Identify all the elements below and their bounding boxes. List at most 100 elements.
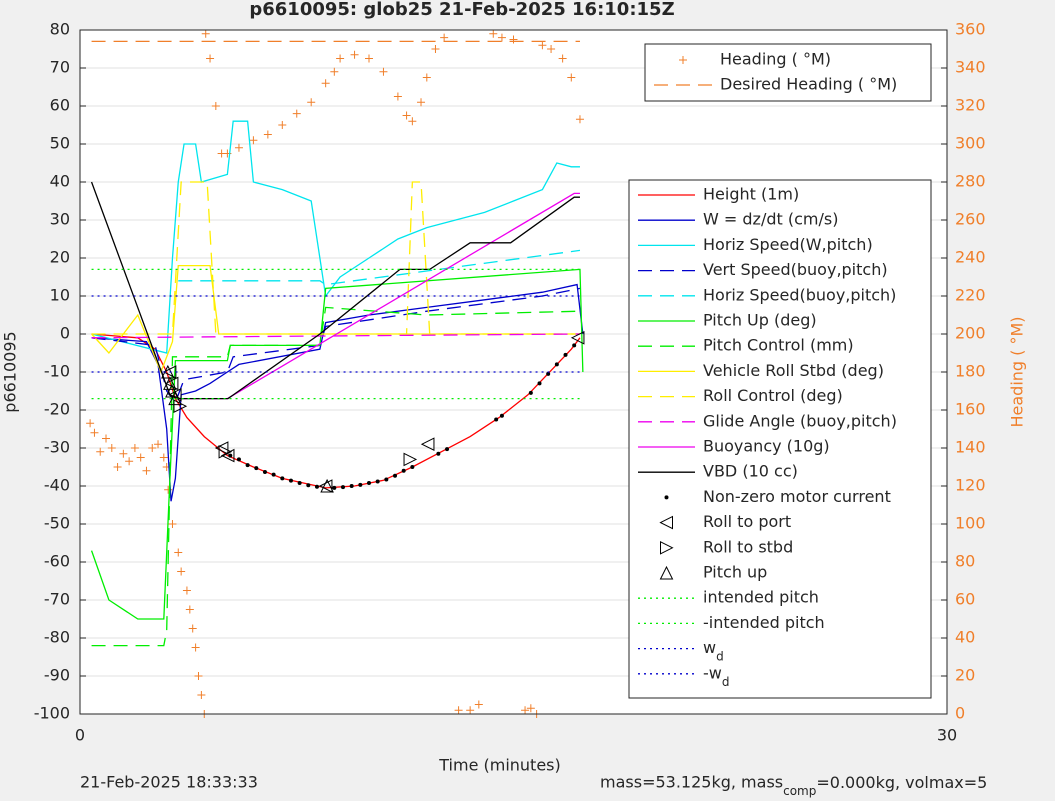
legend-label: intended pitch [703,588,819,607]
series-marker [86,419,95,428]
series-marker [489,29,498,38]
series-marker [537,381,542,386]
legend-label: Horiz Speed(W,pitch) [703,235,873,254]
legend-main [628,179,932,699]
series-marker [307,98,316,107]
y2-tick-label: 140 [955,438,986,457]
legend-label: Roll Control (deg) [703,386,843,405]
legend-label: Pitch up [703,563,767,582]
y2-tick-label: 360 [955,20,986,39]
series-marker [245,463,250,468]
y2-tick-label: 240 [955,248,986,267]
series-marker [367,480,371,485]
series-marker [358,482,363,487]
x-axis-label: Time (minutes) [438,756,561,775]
legend-label: Pitch Control (mm) [703,336,854,355]
series-marker [234,143,243,152]
series-marker [130,444,139,452]
series-marker [546,371,551,376]
y-tick-label: -20 [44,400,70,419]
series-marker [136,453,145,462]
legend-label: VBD (10 cc) [703,462,798,481]
y2-tick-label: 80 [955,552,975,571]
series-marker [107,444,116,452]
series-marker [119,449,128,458]
series-marker [572,343,577,348]
legend-marker [664,495,669,500]
y2-tick-label: 200 [955,324,986,343]
series-marker [218,444,233,459]
y-tick-label: 20 [50,248,70,267]
series-marker [567,73,576,82]
series-marker [188,624,197,633]
series-marker [201,29,210,38]
series-marker [90,428,99,437]
series-marker [159,453,168,462]
series-marker [278,121,287,129]
legend-label: Desired Heading ( °M) [720,75,897,94]
series-marker [570,330,585,345]
series-marker [332,485,337,490]
y2-tick-label: 300 [955,134,986,153]
series-marker [320,478,334,493]
series-marker [420,437,435,452]
series-marker [211,102,220,110]
series-marker [336,54,345,63]
y-tick-label: -70 [44,590,70,609]
y2-tick-label: 320 [955,96,986,115]
series-line [91,120,580,354]
legend-label: Pitch Up (deg) [703,311,817,330]
series-marker [365,54,373,63]
series-marker [384,477,389,482]
footer-right: mass=53.125kg, masscomp=0.000kg, volmax=… [600,773,987,798]
series-marker [558,54,567,63]
legend-label: Vert Speed(buoy,pitch) [703,260,888,279]
x-tick-label: 0 [75,726,85,745]
y-tick-label: -30 [44,438,70,457]
series-line [90,268,584,620]
series-marker [538,41,547,50]
series-marker [402,111,411,120]
footer-left: 21-Feb-2025 18:33:33 [80,773,258,792]
chart-title: p6610095: glob25 21-Feb-2025 16:10:15Z [249,0,674,20]
series-marker [410,465,415,469]
y2-tick-label: 100 [955,514,986,533]
series-marker [445,447,450,452]
legend-marker [659,565,674,580]
series-marker [148,444,157,452]
y2-tick-label: 340 [955,58,986,77]
y-tick-label: 50 [50,134,70,153]
y-tick-label: -50 [44,514,70,533]
series-marker [314,484,319,489]
series-marker [263,130,272,139]
series-line [91,333,580,339]
plot-content [86,29,585,718]
series-marker [280,476,285,481]
series-marker [197,691,206,699]
y-tick-label: -60 [44,552,70,571]
series-marker [563,352,568,357]
series-marker [436,451,441,456]
series-marker [297,480,302,485]
series-marker [393,92,402,101]
legend-marker [659,515,673,530]
series-marker [142,466,151,475]
series-marker [254,466,259,471]
series-marker [306,483,311,488]
legend-label: -intended pitch [703,613,825,632]
y2-tick-label: 120 [955,476,986,495]
series-marker [154,440,163,449]
series-marker [321,79,330,88]
series-marker [575,115,584,124]
legend-label: Roll to stbd [703,537,793,556]
y-tick-label: -40 [44,476,70,495]
series-marker [182,586,191,595]
series-marker [292,109,301,118]
series-marker [271,472,276,477]
y-tick-label: -100 [34,704,70,723]
y-tick-label: -90 [44,666,70,685]
series-marker [440,33,449,42]
series-marker [526,704,535,713]
y2-tick-label: 0 [955,704,965,723]
